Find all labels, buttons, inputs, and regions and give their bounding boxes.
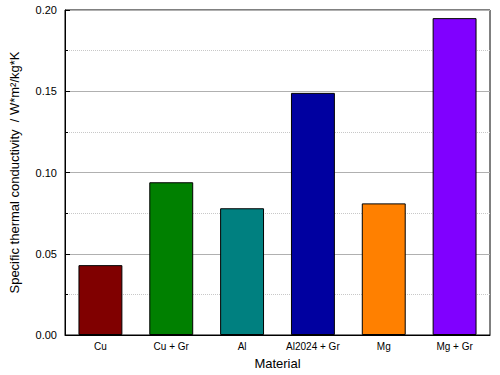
svg-text:Mg: Mg <box>377 341 391 352</box>
svg-text:Mg + Gr: Mg + Gr <box>436 341 473 352</box>
svg-text:0.00: 0.00 <box>36 329 57 341</box>
svg-text:Cu: Cu <box>94 341 107 352</box>
svg-text:Al2024 + Gr: Al2024 + Gr <box>286 341 340 352</box>
svg-text:0.05: 0.05 <box>36 248 57 260</box>
svg-text:0.20: 0.20 <box>36 4 57 16</box>
svg-text:Al: Al <box>238 341 247 352</box>
svg-text:Specific thermal conductivity: Specific thermal conductivity / W*m²/kg*… <box>7 51 22 293</box>
svg-text:Material: Material <box>254 356 300 371</box>
svg-text:Cu + Gr: Cu + Gr <box>154 341 190 352</box>
svg-text:0.15: 0.15 <box>36 85 57 97</box>
svg-text:0.10: 0.10 <box>36 167 57 179</box>
